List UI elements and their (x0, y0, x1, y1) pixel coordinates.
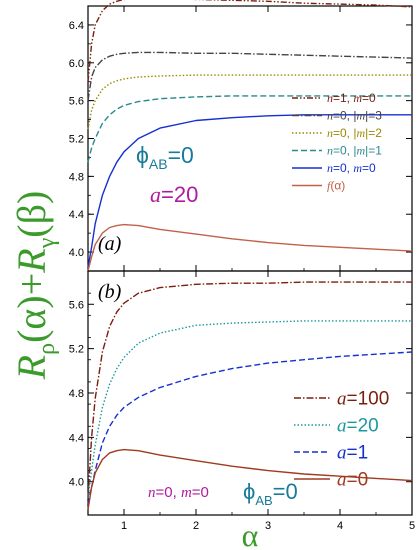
legend-label: a=0 (337, 470, 368, 491)
series-line (87, 74, 412, 130)
series-line (87, 0, 413, 82)
panel-a-y-ticks: 4.0 4.4 4.8 5.2 5.6 6.0 6.4 (69, 5, 412, 272)
panel-a: 4.0 4.4 4.8 5.2 5.6 6.0 6.4 (a) ϕAB=0 a=20 n=1… (69, 0, 413, 272)
panel-b: 4.0 4.4 4.8 5.2 5.6 1 2 3 4 5 (b) n=0, m=0 ϕAB=0… (69, 270, 415, 550)
panel-b-nm-annotation: n=0, m=0 (148, 484, 209, 501)
series-line (87, 223, 413, 272)
panel-a-phi-annotation: ϕAB=0 (136, 142, 194, 172)
x-tick-label: 2 (193, 520, 199, 532)
legend-label: a=1 (337, 443, 368, 464)
x-tick-label: 5 (409, 520, 415, 532)
series-line (87, 351, 413, 505)
panel-a-legend: n=1, m=0 n=0, |m|=3 n=0, |m|=2 n=0, |m|=1 n=… (292, 91, 382, 193)
panel-a-label: (a) (98, 233, 122, 255)
series-line (87, 448, 413, 510)
legend-label: n=0, |m|=3 (327, 109, 382, 123)
panel-b-y-ticks: 4.0 4.4 4.8 5.2 5.6 (69, 270, 412, 516)
y-tick-label: 4.8 (69, 388, 84, 400)
y-tick-label: 4.8 (69, 171, 84, 183)
panel-b-series (87, 281, 413, 510)
legend-label: n=1, m=0 (327, 91, 376, 105)
panel-b-phi-annotation: ϕAB=0 (243, 479, 298, 508)
x-tick-label: 1 (121, 520, 127, 532)
legend-label: f(α) (327, 179, 345, 193)
legend-label: n=0, m=0 (327, 161, 376, 175)
legend-label: a=20 (337, 416, 379, 437)
y-tick-label: 5.2 (69, 344, 84, 356)
x-axis-label: α (242, 517, 259, 550)
y-tick-label: 6.0 (69, 58, 84, 70)
y-tick-label: 5.2 (69, 134, 84, 146)
y-tick-label: 5.6 (69, 299, 84, 311)
series-line (87, 51, 413, 101)
y-tick-label: 4.0 (69, 247, 84, 259)
legend-label: n=0, |m|=2 (327, 126, 382, 140)
panel-b-x-ticks: 1 2 3 4 5 (87, 271, 415, 532)
y-tick-label: 4.4 (69, 432, 84, 444)
series-line (87, 95, 412, 163)
series-line (87, 281, 412, 499)
legend-label: n=0, |m|=1 (327, 144, 382, 158)
series-line (87, 320, 412, 499)
x-tick-label: 3 (265, 520, 271, 532)
y-tick-label: 5.6 (69, 96, 84, 108)
legend-label: a=100 (337, 389, 389, 410)
panel-b-legend: a=100 a=20 a=1 a=0 (294, 389, 389, 491)
panel-a-a-annotation: a=20 (150, 182, 198, 207)
x-tick-label: 4 (337, 520, 343, 532)
y-tick-label: 4.4 (69, 209, 84, 221)
panel-b-label: (b) (98, 281, 122, 303)
y-tick-label: 4.0 (69, 477, 84, 489)
y-axis-label: Rρ(α)+Rγ(β) (9, 191, 60, 381)
y-tick-label: 6.4 (69, 20, 84, 32)
